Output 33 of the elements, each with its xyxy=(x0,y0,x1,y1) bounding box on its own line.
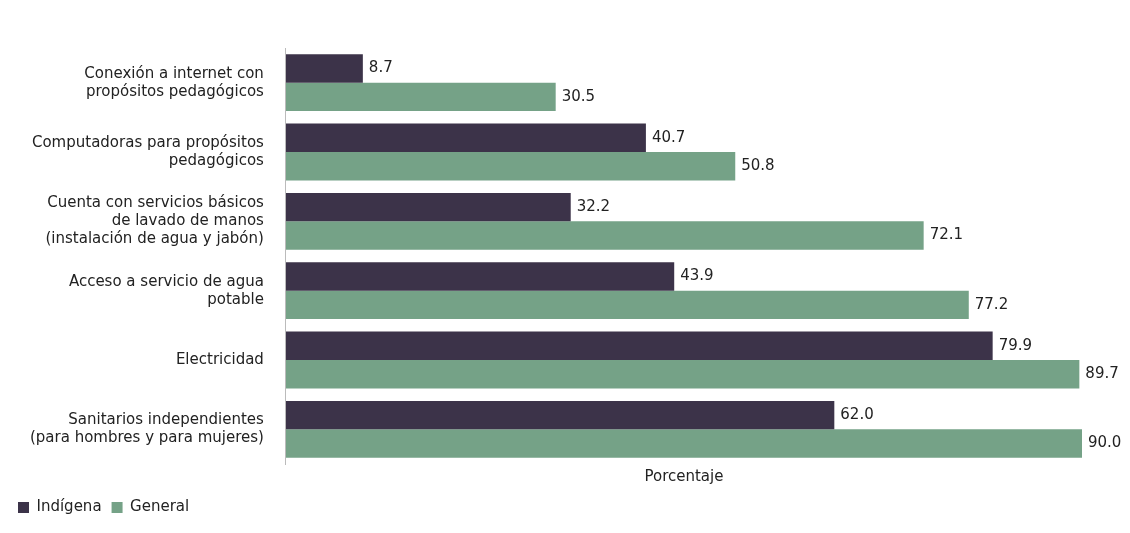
bar xyxy=(285,192,571,222)
data-label: 77.2 xyxy=(974,294,1009,313)
data-label: 8.7 xyxy=(368,58,393,77)
legend-label: General xyxy=(130,497,190,516)
bar xyxy=(285,360,1080,389)
bar xyxy=(285,82,556,112)
x-axis-title: Porcentaje xyxy=(644,466,724,485)
legend-label: Indígena xyxy=(36,497,102,516)
data-label: 90.0 xyxy=(1088,433,1122,452)
data-label: 43.9 xyxy=(680,266,714,285)
bar xyxy=(285,400,835,430)
bar xyxy=(285,123,646,152)
data-label: 50.8 xyxy=(741,156,775,175)
y-tick-label: Sanitarios independientes (para hombres y para mujeres) xyxy=(29,410,265,447)
data-label: 32.2 xyxy=(576,197,611,216)
data-label: 40.7 xyxy=(651,127,686,146)
bar xyxy=(285,221,924,250)
data-label: 30.5 xyxy=(561,86,596,105)
y-tick-label: Conexión a internet con propósitos pedagógicos xyxy=(84,63,265,100)
bar xyxy=(285,152,736,181)
data-label: 89.7 xyxy=(1085,364,1119,383)
y-tick-label: Cuenta con servicios básicos de lavado de manos (instalación de agua y jabón) xyxy=(45,193,265,248)
y-tick-label: Acceso a servicio de agua potable xyxy=(68,271,264,308)
bar xyxy=(285,429,1082,458)
y-tick-label: Computadoras para propósitos pedagógicos xyxy=(31,132,265,169)
bar xyxy=(285,54,363,83)
data-label: 72.1 xyxy=(929,225,964,244)
data-label: 62.0 xyxy=(840,405,874,424)
bar xyxy=(285,331,993,360)
y-tick-label: Electricidad xyxy=(175,349,264,368)
data-label: 79.9 xyxy=(998,335,1033,354)
bar xyxy=(285,262,675,291)
bar xyxy=(285,290,969,320)
